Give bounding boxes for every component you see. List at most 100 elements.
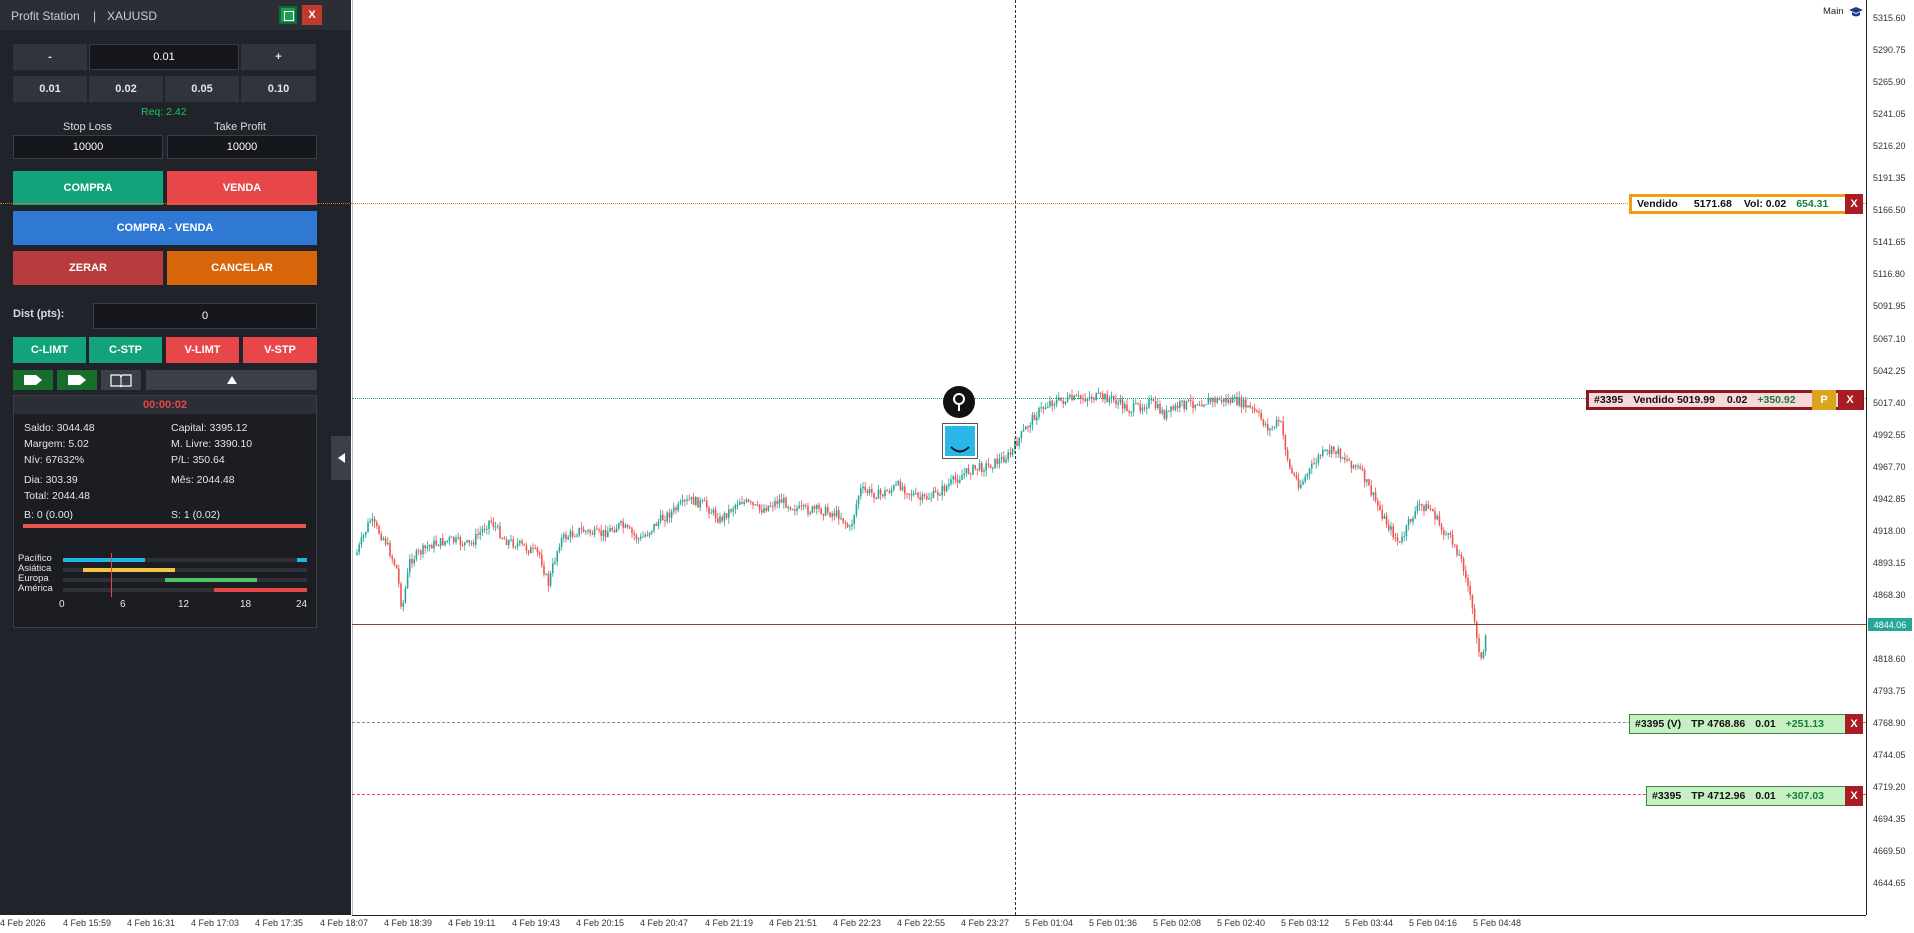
position-text: Vendido 5019.99 <box>1633 394 1715 406</box>
candle <box>459 535 462 551</box>
time-axis-label: 5 Feb 04:48 <box>1473 918 1522 928</box>
cancel-button[interactable]: CANCELAR <box>167 251 317 285</box>
candle <box>688 494 690 501</box>
session-tick: 12 <box>178 599 190 610</box>
candle <box>1009 447 1012 458</box>
position-tag[interactable]: #3395 Vendido 5019.99 0.02 +350.92 <box>1586 390 1864 410</box>
candle <box>809 510 811 516</box>
candle <box>1141 403 1144 415</box>
book-icon[interactable] <box>101 370 141 390</box>
candle <box>1385 512 1388 529</box>
candle <box>503 536 506 540</box>
smile-icon[interactable] <box>943 424 977 458</box>
candle <box>1286 447 1289 462</box>
take-profit-input[interactable]: 10000 <box>167 135 317 159</box>
candle <box>554 557 556 566</box>
candle <box>747 498 750 503</box>
buy-sell-button[interactable]: COMPRA - VENDA <box>13 211 317 245</box>
candle <box>1359 463 1361 470</box>
candle <box>1436 513 1438 521</box>
zero-button[interactable]: ZERAR <box>13 251 163 285</box>
pin-icon[interactable] <box>943 386 975 418</box>
symbol-label: XAUUSD <box>107 9 158 23</box>
candle <box>1302 478 1304 486</box>
preset-button[interactable]: 0.10 <box>241 76 316 102</box>
collapse-arrow-icon[interactable] <box>146 370 317 390</box>
candle <box>1317 452 1320 466</box>
preset-button[interactable]: 0.05 <box>165 76 239 102</box>
tp1-close-button[interactable]: X <box>1845 714 1863 734</box>
candle <box>1066 391 1069 404</box>
time-axis <box>0 915 1914 933</box>
partial-close-button[interactable]: P <box>1812 390 1836 410</box>
buy-limit-button[interactable]: C-LIMT <box>13 337 86 363</box>
price-chart[interactable] <box>352 0 1867 915</box>
candle <box>538 550 541 559</box>
volume-minus-button[interactable]: - <box>13 44 87 70</box>
candle <box>470 540 473 547</box>
pending-order-tag[interactable]: Vendido 5171.68 Vol: 0.02 654.31 <box>1629 194 1861 214</box>
current-price-label: 4844.06 <box>1868 618 1912 631</box>
buy-stop-button[interactable]: C-STP <box>89 337 162 363</box>
session-label: América <box>18 583 53 594</box>
candle <box>1249 402 1251 410</box>
candle <box>805 503 807 509</box>
tag-icon[interactable] <box>13 370 53 390</box>
session-tick: 6 <box>120 599 126 610</box>
candle <box>477 528 479 540</box>
volume-input[interactable]: 0.01 <box>89 44 239 70</box>
candle <box>998 453 1001 469</box>
candle <box>769 501 772 508</box>
preset-button[interactable]: 0.01 <box>13 76 87 102</box>
candle <box>1372 491 1375 501</box>
candle <box>1396 533 1399 546</box>
candle <box>439 538 442 550</box>
candle <box>712 507 715 516</box>
candle <box>1269 427 1271 437</box>
candle <box>1099 391 1102 399</box>
stop-loss-input[interactable]: 10000 <box>13 135 163 159</box>
candle <box>1042 405 1045 414</box>
candle <box>1262 418 1265 428</box>
sell-stop-button[interactable]: V-STP <box>243 337 317 363</box>
tp2-pl: +307.03 <box>1785 790 1824 802</box>
candle <box>609 524 611 533</box>
candle <box>798 501 800 510</box>
window-icon[interactable] <box>279 6 297 24</box>
candle <box>490 516 492 525</box>
collapse-panel-button[interactable] <box>331 436 351 480</box>
candle <box>472 539 475 548</box>
time-axis-label: 5 Feb 04:16 <box>1409 918 1458 928</box>
sell-button[interactable]: VENDA <box>167 171 317 205</box>
candle <box>582 525 585 533</box>
close-panel-button[interactable]: X <box>302 5 322 25</box>
tp1-tag[interactable]: #3395 (V) TP 4768.86 0.01 +251.13 <box>1629 714 1863 734</box>
sell-limit-button[interactable]: V-LIMT <box>166 337 239 363</box>
price-axis-label: 4868.30 <box>1873 589 1906 600</box>
candle <box>358 541 360 556</box>
candle <box>743 499 745 507</box>
candle <box>1366 479 1368 487</box>
tp2-close-button[interactable]: X <box>1845 786 1863 806</box>
position-close-button[interactable]: X <box>1838 390 1862 410</box>
candle <box>1126 398 1128 412</box>
candle <box>668 508 671 523</box>
dist-input[interactable]: 0 <box>93 303 317 329</box>
pending-order-close-button[interactable]: X <box>1845 194 1863 214</box>
preset-button[interactable]: 0.02 <box>89 76 163 102</box>
candle <box>1344 452 1346 464</box>
dia-text: Dia: 303.39 <box>24 474 78 486</box>
volume-plus-button[interactable]: + <box>241 44 316 70</box>
candle <box>1403 531 1405 542</box>
tag-icon[interactable] <box>57 370 97 390</box>
tp2-tag[interactable]: #3395 TP 4712.96 0.01 +307.03 <box>1646 786 1863 806</box>
candle <box>908 493 910 500</box>
buy-button[interactable]: COMPRA <box>13 171 163 205</box>
candle <box>967 464 970 475</box>
candle <box>1293 471 1295 478</box>
candle <box>1128 408 1130 417</box>
candle <box>1339 447 1342 463</box>
session-track <box>63 558 307 562</box>
candle <box>745 497 748 504</box>
candle <box>607 526 609 538</box>
